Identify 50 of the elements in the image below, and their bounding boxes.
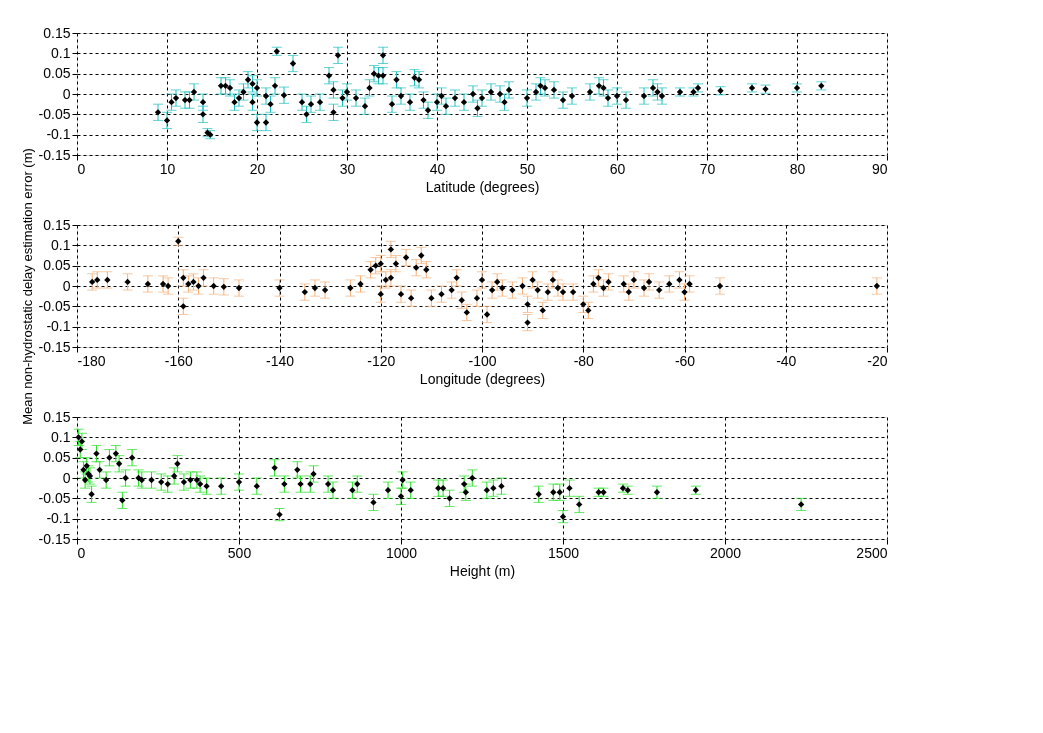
x-tick-label: -80	[573, 352, 595, 369]
y-tick-label: -0.05	[38, 105, 71, 122]
x-tick-label: -100	[468, 352, 497, 369]
x-tick-label: 40	[429, 160, 446, 177]
y-tick-label: -0.1	[46, 126, 71, 143]
y-tick-label: 0.1	[51, 236, 71, 253]
y-tick-label: 0.15	[43, 408, 71, 425]
x-tick-label: 50	[519, 160, 536, 177]
y-tick-label: 0.05	[43, 449, 71, 466]
y-tick-label: 0.15	[43, 24, 71, 41]
x-tick-label: -160	[164, 352, 193, 369]
y-tick-label: -0.1	[46, 318, 71, 335]
x-tick-label: 80	[789, 160, 806, 177]
x-tick-label: -140	[265, 352, 295, 369]
y-tick-label: -0.05	[38, 489, 71, 506]
y-tick-label: -0.15	[38, 530, 71, 547]
x-tick-label: 1000	[385, 544, 418, 561]
y-tick-label: 0	[62, 277, 71, 294]
x-tick-label: 70	[699, 160, 716, 177]
x-tick-label: 20	[249, 160, 266, 177]
x-axis-title: Longitude (degrees)	[419, 370, 546, 387]
y-tick-label: 0.05	[43, 257, 71, 274]
x-tick-label: 500	[227, 544, 252, 561]
x-axis-title: Height (m)	[449, 562, 516, 579]
x-tick-label: -120	[367, 352, 396, 369]
x-tick-label: -180	[77, 352, 106, 369]
x-tick-label: -40	[776, 352, 797, 369]
x-axis-title: Latitude (degrees)	[425, 178, 540, 195]
x-tick-label: 10	[159, 160, 176, 177]
x-tick-label: 60	[609, 160, 626, 177]
x-tick-label: 2000	[709, 544, 742, 561]
y-tick-label: 0.05	[43, 65, 71, 82]
y-tick-label: 0.15	[43, 216, 71, 233]
y-tick-label: -0.15	[38, 338, 71, 355]
x-tick-label: -20	[867, 352, 888, 369]
x-tick-label: 30	[339, 160, 356, 177]
y-tick-label: -0.15	[38, 146, 71, 163]
x-tick-label: 2500	[856, 544, 888, 561]
y-tick-label: 0.1	[51, 428, 71, 445]
x-tick-label: -60	[674, 352, 696, 369]
y-tick-label: 0	[62, 469, 71, 486]
x-tick-label: 1500	[547, 544, 580, 561]
y-tick-label: -0.05	[38, 297, 71, 314]
y-tick-label: 0.1	[51, 44, 71, 61]
y-axis-title: Mean non-hydrostatic delay estimation error (m)	[19, 148, 35, 425]
x-tick-label: 90	[871, 160, 888, 177]
y-tick-label: -0.1	[46, 510, 71, 527]
x-tick-label: 0	[77, 544, 86, 561]
y-tick-label: 0	[62, 85, 71, 102]
x-tick-label: 0	[77, 160, 86, 177]
